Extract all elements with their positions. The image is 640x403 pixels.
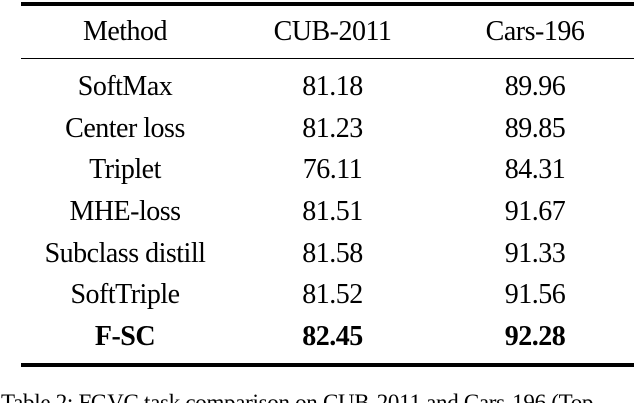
cars-196-value-cell: 89.96	[504, 70, 566, 102]
results-table: Method CUB-2011 Cars-196 SoftMax 81.18 89.…	[21, 2, 634, 368]
method-cell: SoftMax	[77, 70, 173, 102]
table-row: F-SC 82.45 92.28	[21, 316, 634, 358]
column-header-cars-196: Cars-196	[485, 15, 585, 47]
table-row: Center loss 81.23 89.85	[21, 108, 634, 150]
table-row: Subclass distill 81.58 91.33	[21, 233, 634, 275]
cars-196-value-cell: 91.33	[504, 237, 566, 269]
table-header-row: Method CUB-2011 Cars-196	[21, 6, 634, 58]
cub-2011-value-cell: 81.18	[302, 70, 363, 102]
cars-196-value-cell: 91.56	[504, 279, 566, 311]
table-row: Triplet 76.11 84.31	[21, 149, 634, 191]
cub-2011-value-cell: 82.45	[302, 320, 363, 352]
method-cell: Center loss	[65, 112, 185, 144]
cub-2011-value-cell: 81.52	[302, 279, 363, 311]
table-caption: Table 2: FGVC task comparison on CUB-201…	[1, 390, 594, 403]
method-cell: Triplet	[89, 154, 161, 186]
table-row: SoftTriple 81.52 91.56	[21, 274, 634, 316]
table-body: SoftMax 81.18 89.96 Center loss 81.23 89.85 Tr…	[21, 59, 634, 363]
method-cell: F-SC	[94, 320, 156, 352]
cub-2011-value-cell: 81.51	[302, 195, 363, 227]
table-row: MHE-loss 81.51 91.67	[21, 191, 634, 233]
column-header-cub-2011: CUB-2011	[273, 15, 392, 47]
cub-2011-value-cell: 76.11	[302, 154, 363, 186]
table-top-rule	[21, 2, 634, 6]
cars-196-value-cell: 89.85	[504, 112, 566, 144]
cars-196-value-cell: 92.28	[504, 320, 566, 352]
cars-196-value-cell: 91.67	[504, 195, 566, 227]
method-cell: SoftTriple	[70, 279, 180, 311]
method-cell: MHE-loss	[69, 195, 181, 227]
method-cell: Subclass distill	[44, 237, 206, 269]
column-header-method: Method	[82, 15, 168, 47]
table-row: SoftMax 81.18 89.96	[21, 66, 634, 108]
cars-196-value-cell: 84.31	[504, 154, 566, 186]
table-bottom-rule	[21, 362, 634, 368]
cub-2011-value-cell: 81.23	[302, 112, 363, 144]
cub-2011-value-cell: 81.58	[302, 237, 363, 269]
table-header-rule	[21, 57, 634, 59]
